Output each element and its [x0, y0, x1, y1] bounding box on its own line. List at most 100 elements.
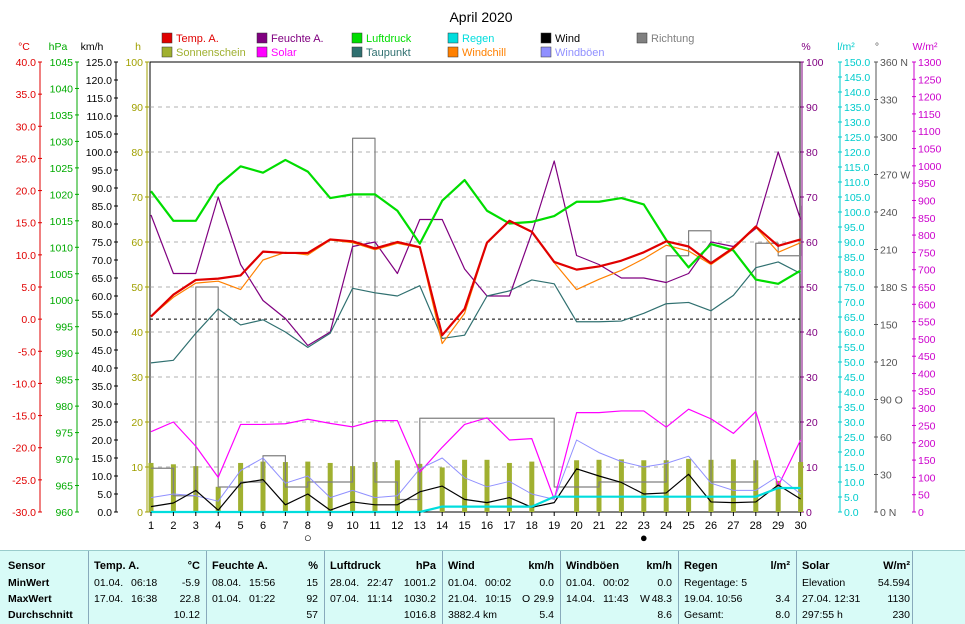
stats-wind-min-date: 01.04.	[448, 577, 478, 589]
sunshine-bar	[708, 459, 714, 512]
legend-swatch	[540, 32, 552, 44]
direction-axis-tick-label: 210	[880, 245, 898, 257]
temp-axis-tick-label: 15.0	[16, 218, 37, 230]
rain-axis-tick-label: 100.0	[844, 207, 870, 219]
stats-rain-max-value: 3.4	[775, 593, 790, 605]
wind-axis-tick-label: 55.0	[92, 309, 113, 321]
humidity-axis-tick-label: 60	[806, 237, 818, 249]
rain-axis-tick-label: 65.0	[844, 312, 865, 324]
axis-unit-labels: °C hPa km/h h% l/m² ° W/m²	[18, 41, 938, 53]
sunshine-bar	[215, 486, 221, 512]
humidity-line	[150, 151, 802, 347]
wind-axis-tick-label: 15.0	[92, 453, 113, 465]
stats-divider	[796, 551, 797, 624]
sunshine-bar	[350, 466, 356, 512]
wind-axis-tick-label: 125.0	[86, 57, 112, 69]
temp-axis-tick-label: -15.0	[12, 411, 36, 423]
stats-wind-unit: km/h	[528, 560, 554, 572]
legend-label: Richtung	[651, 33, 694, 45]
solar-axis-tick-label: 900	[918, 195, 936, 207]
stats-pressure-unit: hPa	[415, 560, 436, 572]
x-axis-tick-label: 11	[369, 520, 380, 532]
stats-solar-elevation-value: 54.594	[877, 577, 910, 589]
sunshine-bar	[753, 460, 759, 512]
sunshine-axis-tick-label: 20	[131, 417, 143, 429]
stats-divider	[560, 551, 561, 624]
legend-label: Windböen	[555, 47, 605, 59]
sunshine-axis-tick-label: 50	[131, 282, 143, 294]
rain-axis-tick-label: 145.0	[844, 72, 870, 84]
stats-temp-min-date: 01.04.	[94, 577, 124, 589]
rain-axis-tick-label: 50.0	[844, 357, 865, 369]
temp-axis-tick-label: 40.0	[16, 57, 37, 69]
stats-gust-column: Windböen km/h 01.04. 00:02 0.0 14.04. 11…	[566, 551, 676, 624]
rain-axis-tick-label: 80.0	[844, 267, 865, 279]
direction-axis-tick-label: 330	[880, 95, 898, 107]
solar-axis-tick-label: 400	[918, 369, 936, 381]
hpa-unit-label: hPa	[49, 41, 68, 53]
x-axis-tick-label: 5	[238, 520, 244, 532]
rain-axis-tick-label: 10.0	[844, 477, 865, 489]
statistics-panel: Sensor MinWert MaxWert Durchschnitt Temp…	[0, 550, 965, 624]
legend-label: Taupunkt	[366, 47, 411, 59]
wind-line	[150, 468, 801, 511]
rain-axis-tick-label: 40.0	[844, 387, 865, 399]
rain-axis-tick-label: 20.0	[844, 447, 865, 459]
stats-sensor-column: Sensor MinWert MaxWert Durchschnitt	[8, 551, 88, 624]
kmh-unit-label: km/h	[81, 41, 104, 53]
rain-axis-tick-label: 130.0	[844, 117, 870, 129]
temp-axis-tick-label: -10.0	[12, 378, 36, 390]
solar-axis-tick-label: 1250	[918, 74, 942, 86]
wind-axis-tick-label: 30.0	[92, 399, 113, 411]
humidity-axis-tick-label: 50	[806, 282, 818, 294]
stats-gust-max-direction: W	[640, 593, 650, 605]
stats-gust-max-value: 48.3	[651, 593, 672, 605]
pressure-axis-tick-label: 1045	[50, 57, 74, 69]
stats-rain-header: Regen	[684, 560, 718, 572]
x-axis-tick-label: 3	[193, 520, 199, 532]
solar-axis-tick-label: 550	[918, 317, 936, 329]
pct-unit-label: %	[801, 41, 810, 53]
x-axis-tick-label: 10	[346, 520, 358, 532]
legend-swatch	[161, 46, 173, 58]
x-axis-tick-label: 22	[615, 520, 627, 532]
stats-humidity-max-date: 01.04.	[212, 593, 242, 605]
rain-line	[151, 486, 801, 514]
dewpoint-line	[150, 261, 801, 364]
x-axis-tick-label: 28	[750, 520, 762, 532]
legend-swatch	[256, 32, 268, 44]
x-axis-tick-label: 12	[391, 520, 403, 532]
pressure-axis-tick-label: 990	[55, 348, 73, 360]
solar-axis-tick-label: 350	[918, 386, 936, 398]
rain-axis-tick-label: 25.0	[844, 432, 865, 444]
stats-wind-max-direction: O	[522, 593, 531, 605]
stats-pressure-header: Luftdruck	[330, 560, 381, 572]
sunshine-axis-tick-label: 100	[125, 57, 143, 69]
stats-solar-header: Solar	[802, 560, 830, 572]
stats-temp-max-date: 17.04.	[94, 593, 124, 605]
stats-gust-min-time: 00:02	[603, 577, 630, 589]
solar-axis-tick-label: 150	[918, 455, 936, 467]
wind-axis-tick-label: 25.0	[92, 417, 113, 429]
stats-gust-unit: km/h	[646, 560, 672, 572]
sunshine-axis-tick-label: 10	[131, 462, 143, 474]
wind-direction-line	[151, 137, 802, 501]
sunshine-bar	[506, 462, 512, 512]
wind-axis-tick-label: 40.0	[92, 363, 113, 375]
wind-axis-tick-label: 100.0	[86, 147, 112, 159]
pressure-axis-tick-label: 1040	[50, 83, 74, 95]
wind-axis-tick-label: 110.0	[87, 111, 113, 123]
sunshine-bar	[260, 461, 266, 512]
direction-axis-tick-label: 30	[880, 470, 892, 482]
temp-axis-tick-label: 10.0	[16, 250, 37, 262]
x-axis-tick-label: 26	[705, 520, 717, 532]
direction-axis-tick-label: 240	[880, 207, 898, 219]
legend-swatch	[636, 32, 648, 44]
sunshine-bar	[730, 459, 736, 512]
stats-rain-total-label: Gesamt:	[684, 609, 724, 621]
pressure-axis-tick-label: 960	[55, 507, 73, 519]
direction-axis-tick-label: 90 O	[880, 395, 903, 407]
stats-temp-unit: °C	[187, 560, 200, 572]
stats-humidity-min-value: 15	[306, 577, 318, 589]
stats-humidity-max-time: 01:22	[249, 593, 276, 605]
